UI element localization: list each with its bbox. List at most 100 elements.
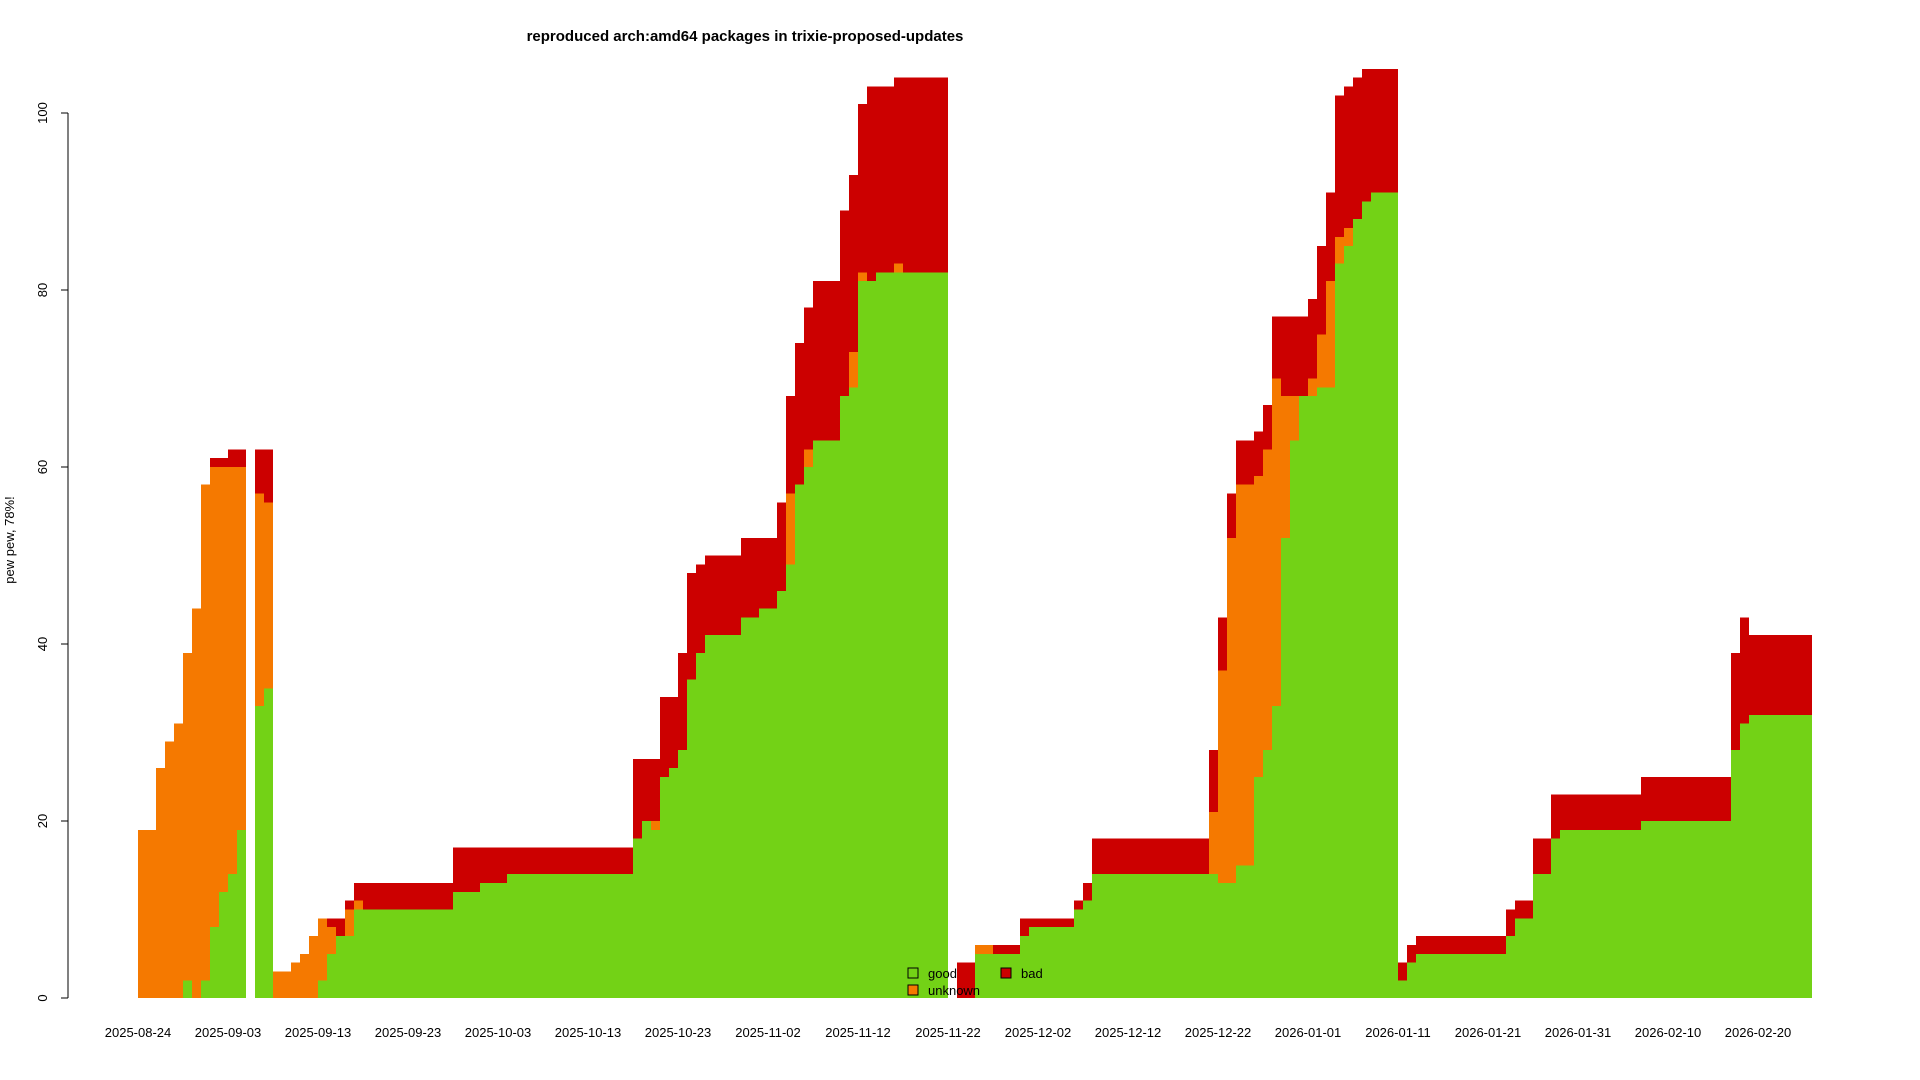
x-axis: 2025-08-24 2025-09-03 2025-09-13 2025-09-23… bbox=[105, 1025, 1792, 1040]
area-segment-good bbox=[1416, 953, 1506, 998]
area-segment-good bbox=[633, 838, 642, 998]
area-segment-good bbox=[975, 953, 993, 998]
area-segment-good bbox=[1281, 537, 1290, 998]
area-segment-good bbox=[894, 272, 903, 998]
area-segment-bad bbox=[1290, 316, 1299, 397]
area-segment-unknown bbox=[894, 263, 903, 273]
area-segment-bad bbox=[1515, 900, 1533, 919]
x-tick-label: 2026-02-10 bbox=[1635, 1025, 1702, 1040]
plot-area bbox=[138, 68, 1812, 999]
area-segment-bad bbox=[1371, 68, 1398, 193]
area-segment-good bbox=[507, 874, 633, 998]
area-segment-bad bbox=[651, 759, 660, 821]
area-segment-good bbox=[1029, 927, 1074, 998]
area-segment-bad bbox=[660, 697, 669, 777]
y-tick-label: 0 bbox=[35, 994, 50, 1001]
area-segment-good bbox=[660, 776, 669, 998]
x-tick-label: 2025-12-02 bbox=[1005, 1025, 1072, 1040]
area-segment-unknown bbox=[255, 493, 264, 706]
x-tick-label: 2026-01-11 bbox=[1365, 1025, 1431, 1040]
area-segment-good bbox=[327, 953, 336, 998]
area-segment-bad bbox=[795, 343, 804, 485]
area-segment-good bbox=[201, 980, 210, 998]
y-tick-label: 40 bbox=[35, 637, 50, 651]
x-tick-label: 2025-10-13 bbox=[555, 1025, 622, 1040]
area-segment-bad bbox=[642, 759, 651, 821]
area-segment-good bbox=[696, 652, 705, 998]
area-segment-unknown bbox=[651, 821, 660, 830]
x-tick-label: 2025-08-24 bbox=[105, 1025, 172, 1040]
x-tick-label: 2025-12-12 bbox=[1095, 1025, 1162, 1040]
area-segment-bad bbox=[1326, 192, 1335, 282]
area-segment-good bbox=[1371, 192, 1398, 998]
area-segment-good bbox=[840, 396, 849, 998]
x-tick-label: 2025-09-13 bbox=[285, 1025, 352, 1040]
area-segment-good bbox=[1515, 918, 1533, 998]
area-segment-bad bbox=[1344, 86, 1353, 229]
area-segment-unknown bbox=[975, 944, 993, 954]
area-segment-good bbox=[642, 821, 651, 998]
area-segment-good bbox=[1254, 776, 1263, 998]
area-segment-good bbox=[453, 891, 480, 998]
area-segment-good bbox=[219, 891, 228, 998]
area-segment-good bbox=[678, 750, 687, 998]
x-tick-label: 2025-09-23 bbox=[375, 1025, 442, 1040]
area-segment-bad bbox=[480, 847, 507, 883]
area-segment-bad bbox=[777, 502, 786, 591]
area-segment-unknown bbox=[354, 900, 363, 910]
area-segment-bad bbox=[813, 281, 840, 441]
area-segment-bad bbox=[705, 555, 741, 636]
area-segment-good bbox=[1299, 396, 1308, 998]
y-tick-label: 100 bbox=[35, 102, 50, 124]
area-segment-unknown bbox=[1272, 378, 1281, 706]
area-segment-bad bbox=[453, 847, 480, 892]
area-segment-unknown bbox=[300, 953, 309, 998]
area-segment-bad bbox=[1092, 838, 1209, 875]
area-segment-unknown bbox=[1263, 449, 1272, 751]
area-segment-bad bbox=[1398, 962, 1407, 981]
area-segment-bad bbox=[1263, 405, 1272, 450]
area-segment-unknown bbox=[156, 767, 165, 998]
area-segment-good bbox=[183, 980, 192, 998]
area-segment-unknown bbox=[264, 502, 273, 689]
area-segment-unknown bbox=[273, 971, 291, 998]
area-segment-good bbox=[1308, 396, 1317, 998]
area-segment-unknown bbox=[1281, 396, 1290, 538]
area-segment-bad bbox=[858, 104, 867, 273]
area-segment-bad bbox=[1335, 95, 1344, 237]
area-segment-good bbox=[1533, 874, 1551, 998]
area-segment-bad bbox=[1803, 635, 1812, 715]
area-segment-bad bbox=[894, 77, 903, 264]
area-segment-bad bbox=[903, 77, 948, 273]
area-segment-good bbox=[1641, 821, 1731, 998]
area-segment-bad bbox=[327, 918, 336, 928]
area-segment-good bbox=[795, 484, 804, 998]
area-segment-unknown bbox=[192, 608, 201, 998]
area-segment-bad bbox=[228, 449, 237, 467]
area-segment-unknown bbox=[327, 927, 336, 954]
area-segment-good bbox=[1344, 245, 1353, 998]
area-segment-unknown bbox=[804, 449, 813, 467]
area-segment-good bbox=[255, 705, 264, 998]
legend-swatch-unknown bbox=[907, 984, 919, 996]
area-segment-unknown bbox=[1308, 378, 1317, 397]
area-segment-bad bbox=[1416, 936, 1506, 954]
area-segment-good bbox=[336, 936, 345, 998]
area-segment-bad bbox=[507, 847, 633, 875]
area-segment-bad bbox=[1731, 652, 1740, 751]
area-segment-bad bbox=[210, 458, 219, 467]
area-segment-unknown bbox=[1344, 228, 1353, 246]
area-segment-bad bbox=[840, 210, 849, 397]
area-segment-good bbox=[1506, 936, 1515, 998]
area-segment-unknown bbox=[1254, 475, 1263, 777]
area-segment-good bbox=[1020, 936, 1029, 998]
area-segment-good bbox=[264, 688, 273, 998]
area-segment-bad bbox=[1299, 316, 1308, 397]
area-segment-bad bbox=[1407, 944, 1416, 963]
area-segment-bad bbox=[1506, 909, 1515, 937]
y-tick-label: 80 bbox=[35, 283, 50, 297]
area-segment-good bbox=[1335, 263, 1344, 998]
area-segment-bad bbox=[741, 537, 759, 618]
area-segment-bad bbox=[237, 449, 246, 467]
area-segment-unknown bbox=[201, 484, 210, 981]
